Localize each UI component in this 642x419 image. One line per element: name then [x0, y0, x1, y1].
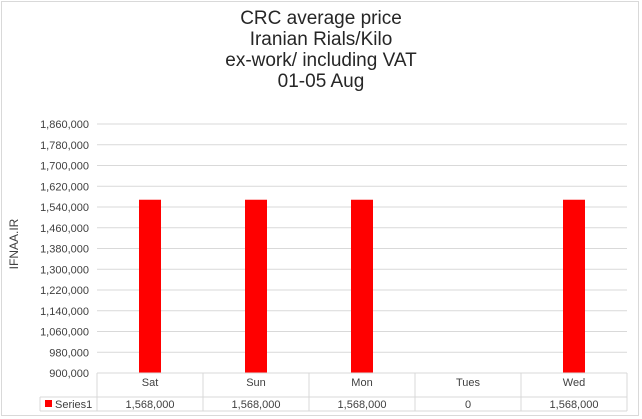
y-tick-label: 1,380,000 — [40, 244, 89, 256]
y-tick-label: 1,620,000 — [40, 181, 89, 193]
y-tick-label: 980,000 — [49, 347, 89, 359]
title-line-4: 01-05 Aug — [277, 71, 365, 92]
x-category-label: Wed — [563, 377, 585, 389]
title-line-2: Iranian Rials/Kilo — [249, 29, 393, 50]
title-line-1: CRC average price — [240, 8, 402, 29]
y-tick-label: 1,860,000 — [40, 119, 89, 131]
bar-sat — [139, 199, 161, 373]
bar-sun — [245, 199, 267, 373]
table-value-cell: 1,568,000 — [232, 399, 281, 411]
y-tick-label: 1,780,000 — [40, 140, 89, 152]
table-value-cell: 1,568,000 — [550, 399, 599, 411]
chart-title: CRC average price Iranian Rials/Kilo ex-… — [0, 8, 642, 92]
y-tick-label: 900,000 — [49, 368, 89, 380]
y-tick-label: 1,220,000 — [40, 285, 89, 297]
legend-series-name: Series1 — [55, 399, 92, 411]
x-category-label: Tues — [456, 377, 481, 389]
table-value-cell: 0 — [465, 399, 471, 411]
bar-mon — [351, 199, 373, 373]
bar-wed — [563, 199, 585, 373]
y-tick-label: 1,140,000 — [40, 306, 89, 318]
table-value-cell: 1,568,000 — [338, 399, 387, 411]
x-category-label: Sat — [142, 377, 159, 389]
x-category-label: Mon — [351, 377, 372, 389]
y-tick-label: 1,460,000 — [40, 223, 89, 235]
x-category-label: Sun — [246, 377, 266, 389]
y-tick-label: 1,300,000 — [40, 264, 89, 276]
legend-key — [45, 400, 52, 407]
y-tick-label: 1,540,000 — [40, 202, 89, 214]
y-tick-label: 1,700,000 — [40, 161, 89, 173]
table-value-cell: 1,568,000 — [126, 399, 175, 411]
title-line-3: ex-work/ including VAT — [225, 50, 417, 71]
y-tick-label: 1,060,000 — [40, 327, 89, 339]
